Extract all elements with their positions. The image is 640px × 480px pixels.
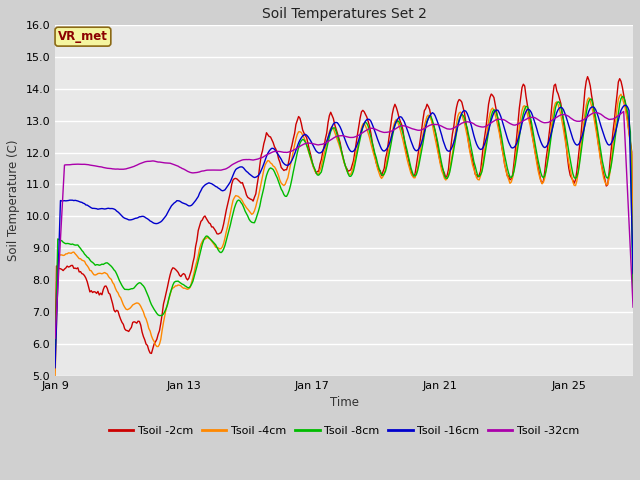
Tsoil -16cm bbox=[515, 132, 523, 138]
Tsoil -16cm bbox=[51, 365, 59, 371]
Line: Tsoil -32cm: Tsoil -32cm bbox=[55, 111, 633, 338]
Tsoil -32cm bbox=[515, 120, 523, 126]
Tsoil -32cm bbox=[629, 304, 637, 310]
Tsoil -8cm bbox=[79, 249, 87, 255]
Tsoil -16cm bbox=[104, 205, 111, 211]
Tsoil -32cm bbox=[392, 125, 400, 131]
Tsoil -2cm bbox=[392, 105, 400, 110]
Tsoil -16cm bbox=[79, 200, 87, 206]
Text: VR_met: VR_met bbox=[58, 30, 108, 43]
Line: Tsoil -2cm: Tsoil -2cm bbox=[55, 77, 633, 355]
Legend: Tsoil -2cm, Tsoil -4cm, Tsoil -8cm, Tsoil -16cm, Tsoil -32cm: Tsoil -2cm, Tsoil -4cm, Tsoil -8cm, Tsoi… bbox=[104, 421, 584, 441]
X-axis label: Time: Time bbox=[330, 396, 358, 409]
Tsoil -8cm bbox=[104, 260, 111, 266]
Tsoil -32cm bbox=[51, 336, 59, 341]
Tsoil -8cm bbox=[387, 142, 395, 148]
Line: Tsoil -16cm: Tsoil -16cm bbox=[55, 105, 633, 368]
Tsoil -8cm bbox=[51, 355, 59, 360]
Y-axis label: Soil Temperature (C): Soil Temperature (C) bbox=[7, 140, 20, 261]
Tsoil -4cm bbox=[515, 125, 523, 131]
Tsoil -32cm bbox=[104, 166, 111, 171]
Tsoil -4cm bbox=[387, 136, 395, 142]
Tsoil -2cm bbox=[629, 279, 637, 285]
Tsoil -2cm bbox=[515, 105, 523, 111]
Tsoil -2cm bbox=[79, 271, 87, 277]
Tsoil -2cm bbox=[387, 121, 395, 127]
Tsoil -4cm bbox=[188, 280, 195, 286]
Tsoil -8cm bbox=[515, 134, 523, 140]
Tsoil -4cm bbox=[79, 258, 87, 264]
Tsoil -2cm bbox=[51, 352, 59, 358]
Tsoil -4cm bbox=[617, 91, 625, 97]
Tsoil -16cm bbox=[621, 102, 629, 108]
Tsoil -4cm bbox=[392, 117, 400, 122]
Tsoil -4cm bbox=[629, 249, 637, 255]
Tsoil -2cm bbox=[104, 286, 111, 291]
Tsoil -32cm bbox=[620, 108, 628, 114]
Line: Tsoil -4cm: Tsoil -4cm bbox=[55, 94, 633, 376]
Tsoil -32cm bbox=[387, 129, 395, 134]
Tsoil -16cm bbox=[392, 119, 400, 124]
Tsoil -16cm bbox=[629, 271, 637, 276]
Tsoil -16cm bbox=[188, 203, 195, 208]
Tsoil -4cm bbox=[104, 271, 111, 277]
Tsoil -8cm bbox=[618, 94, 626, 99]
Title: Soil Temperatures Set 2: Soil Temperatures Set 2 bbox=[262, 7, 426, 21]
Tsoil -8cm bbox=[188, 281, 195, 287]
Tsoil -32cm bbox=[188, 170, 195, 176]
Tsoil -16cm bbox=[387, 136, 395, 142]
Tsoil -2cm bbox=[188, 267, 195, 273]
Line: Tsoil -8cm: Tsoil -8cm bbox=[55, 96, 633, 358]
Tsoil -32cm bbox=[79, 161, 87, 167]
Tsoil -4cm bbox=[51, 373, 59, 379]
Tsoil -8cm bbox=[392, 119, 400, 125]
Tsoil -8cm bbox=[629, 297, 637, 302]
Tsoil -2cm bbox=[584, 74, 591, 80]
